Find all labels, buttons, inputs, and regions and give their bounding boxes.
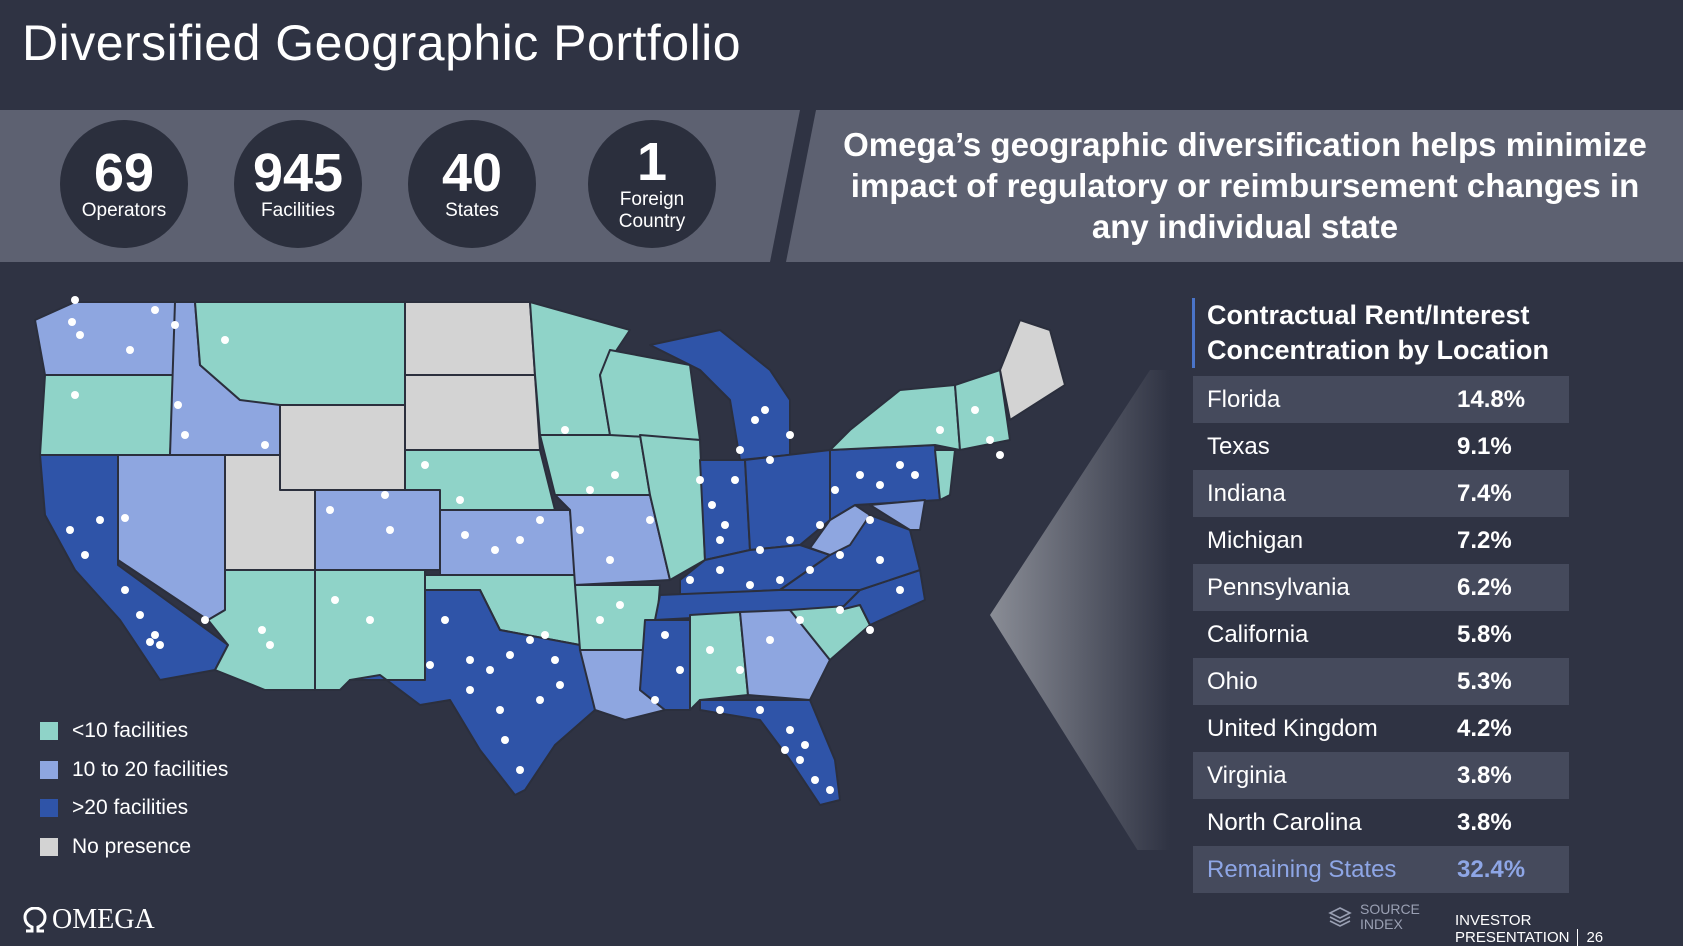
layers-icon [1328, 907, 1352, 927]
row-value: 14.8% [1457, 385, 1526, 413]
row-value: 3.8% [1457, 761, 1512, 789]
row-value: 6.2% [1457, 573, 1512, 601]
row-location: Michigan [1207, 526, 1304, 554]
state-new-jersey [934, 449, 956, 501]
state-indiana [699, 459, 751, 561]
row-location: North Carolina [1207, 808, 1362, 836]
table-row: Ohio 5.3% [1193, 658, 1569, 705]
row-value: 4.2% [1457, 714, 1512, 742]
row-value: 7.4% [1457, 479, 1512, 507]
table-row: California 5.8% [1193, 611, 1569, 658]
concentration-title: Contractual Rent/Interest Concentration … [1192, 298, 1587, 368]
state-north-dakota [404, 301, 536, 376]
state-oregon [39, 374, 176, 456]
headline: Omega’s geographic diversification helps… [843, 126, 1647, 245]
row-value: 32.4% [1457, 855, 1526, 883]
table-row: Florida 14.8% [1193, 376, 1569, 423]
stat-states: 40 States [408, 120, 536, 248]
state-colorado [314, 489, 441, 571]
state-maryland [869, 499, 926, 531]
table-row: Indiana 7.4% [1193, 470, 1569, 517]
source-line2: INDEX [1360, 916, 1403, 932]
row-location: Virginia [1207, 761, 1287, 789]
us-map [34, 296, 1170, 850]
row-location: United Kingdom [1207, 714, 1378, 742]
state-illinois [639, 434, 706, 581]
state-florida [699, 699, 841, 806]
row-value: 7.2% [1457, 526, 1512, 554]
table-row-remaining: Remaining States 32.4% [1193, 846, 1569, 893]
state-mississippi [639, 619, 691, 711]
stat-label: Foreign Country [618, 189, 686, 232]
concentration-title-line2: Concentration by Location [1207, 335, 1550, 365]
row-location: Florida [1207, 385, 1281, 413]
state-new-york [829, 384, 961, 451]
row-value: 3.8% [1457, 808, 1512, 836]
row-value: 5.3% [1457, 667, 1512, 695]
legend-swatch [40, 799, 58, 818]
row-location: Indiana [1207, 479, 1286, 507]
legend-item: No presence [40, 828, 228, 867]
stat-value: 69 [93, 143, 155, 203]
stat-foreign-country: 1 Foreign Country [588, 120, 716, 248]
omega-symbol-icon [23, 907, 47, 933]
state-alabama [689, 611, 749, 711]
presentation-label: INVESTOR PRESENTATION [1455, 912, 1570, 946]
legend-item: >20 facilities [40, 789, 228, 828]
stat-label: Facilities [261, 200, 335, 221]
state-kansas [439, 509, 576, 576]
legend-label: >20 facilities [72, 796, 189, 820]
stat-value: 1 [636, 132, 668, 192]
page-number: 26 [1577, 929, 1604, 946]
legend-swatch [40, 837, 58, 856]
legend-label: <10 facilities [72, 719, 189, 743]
state-iowa [539, 434, 651, 496]
source-index: SOURCE INDEX [1328, 902, 1420, 932]
source-line1: SOURCE [1360, 901, 1420, 917]
stat-facilities: 945 Facilities [234, 120, 362, 248]
stat-operators: 69 Operators [60, 120, 188, 248]
omega-logo-text: OMEGA [52, 904, 155, 935]
facility-dots [66, 296, 1004, 794]
stat-value: 945 [252, 143, 344, 203]
stat-label: Operators [81, 200, 167, 221]
row-location: Texas [1207, 432, 1270, 460]
row-location: California [1207, 620, 1309, 648]
state-new-england [954, 369, 1011, 451]
legend-swatch [40, 722, 58, 741]
concentration-title-line1: Contractual Rent/Interest [1207, 300, 1530, 330]
page-title: Diversified Geographic Portfolio [22, 15, 742, 71]
legend-item: <10 facilities [40, 712, 228, 751]
table-row: Virginia 3.8% [1193, 752, 1569, 799]
table-row: North Carolina 3.8% [1193, 799, 1569, 846]
legend-item: 10 to 20 facilities [40, 751, 228, 790]
legend-label: No presence [72, 834, 192, 858]
row-location: Ohio [1207, 667, 1258, 695]
footer-presentation: INVESTOR PRESENTATION 26 [1455, 912, 1683, 946]
state-wyoming [279, 404, 406, 491]
table-row: Michigan 7.2% [1193, 517, 1569, 564]
row-location: Remaining States [1207, 855, 1397, 883]
row-location: Pennsylvania [1207, 573, 1350, 601]
legend-label: 10 to 20 facilities [72, 757, 229, 781]
state-ohio [744, 449, 831, 551]
row-value: 9.1% [1457, 432, 1512, 460]
table-row: Pennsylvania 6.2% [1193, 564, 1569, 611]
omega-logo: OMEGA [22, 904, 155, 936]
callout-pointer [990, 370, 1170, 850]
table-row: United Kingdom 4.2% [1193, 705, 1569, 752]
map-legend: <10 facilities 10 to 20 facilities >20 f… [40, 712, 228, 866]
state-maine [999, 319, 1066, 421]
state-new-mexico [314, 569, 426, 691]
concentration-table: Florida 14.8% Texas 9.1% Indiana 7.4% Michi… [1193, 376, 1569, 893]
stat-value: 40 [441, 143, 503, 203]
legend-swatch [40, 760, 58, 779]
stat-label: States [445, 200, 499, 221]
row-value: 5.8% [1457, 620, 1512, 648]
table-row: Texas 9.1% [1193, 423, 1569, 470]
state-missouri [554, 494, 671, 586]
state-south-dakota [404, 374, 541, 451]
